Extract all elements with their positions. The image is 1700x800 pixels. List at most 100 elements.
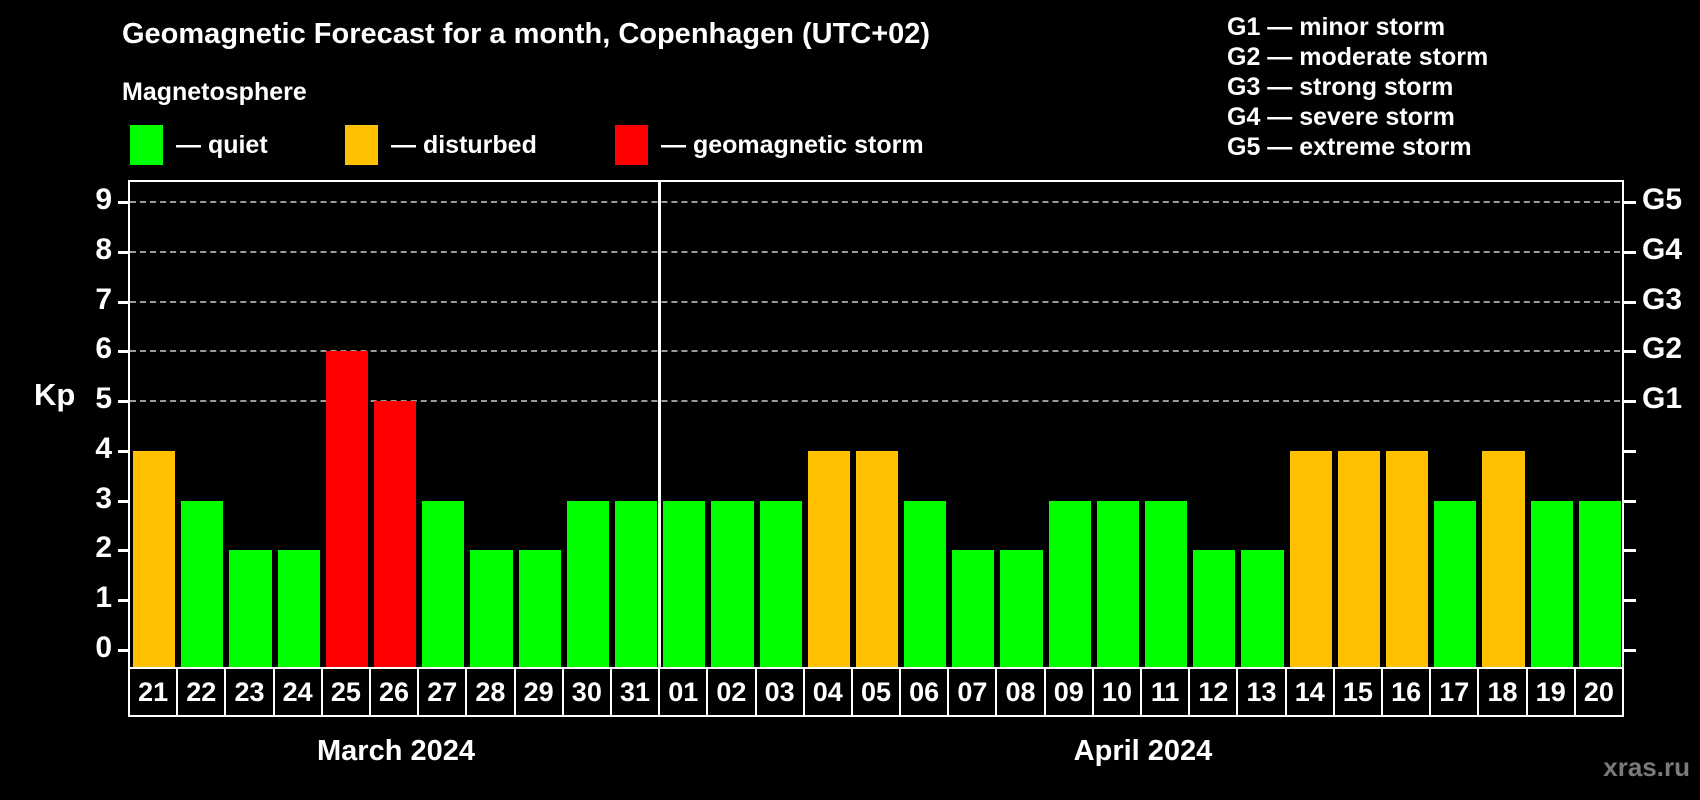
kp-bar <box>614 500 658 667</box>
date-cell: 20 <box>1573 667 1624 717</box>
g-level-label: G1 <box>1642 382 1683 416</box>
kp-bar <box>470 550 513 667</box>
g-legend-row: G1 — minor storm <box>1227 13 1446 41</box>
g-level-label: G3 <box>1642 282 1683 316</box>
legend-label: — quiet <box>176 130 268 159</box>
date-cell: 04 <box>802 667 853 717</box>
right-tick <box>1624 449 1636 453</box>
kp-bar <box>904 500 947 667</box>
gridline-kp6 <box>130 350 1620 353</box>
date-cell: 03 <box>754 667 805 717</box>
y-tick-label: 1 <box>95 581 112 615</box>
g-legend-row: G2 — moderate storm <box>1227 43 1489 71</box>
y-axis-label: Kp <box>34 377 76 412</box>
right-tick <box>1624 549 1636 553</box>
date-cell: 27 <box>417 667 468 717</box>
kp-bar <box>1386 450 1429 667</box>
kp-bar <box>1241 550 1284 667</box>
gridline-kp8 <box>130 250 1620 253</box>
left-tick <box>118 250 130 254</box>
chart-subtitle: Magnetosphere <box>122 78 307 106</box>
right-tick <box>1624 400 1636 404</box>
legend-item-quiet: — quiet <box>130 124 268 166</box>
date-cell: 24 <box>272 667 323 717</box>
kp-bar <box>518 550 561 667</box>
disturbed-color-swatch <box>345 125 378 165</box>
date-cell: 19 <box>1525 667 1576 717</box>
kp-bar <box>1096 500 1140 667</box>
date-cell: 23 <box>224 667 275 717</box>
date-cell: 30 <box>561 667 612 717</box>
kp-bar <box>1048 500 1091 667</box>
y-tick-label: 4 <box>95 431 112 465</box>
legend-item-disturbed: — disturbed <box>345 124 537 166</box>
plot-area <box>128 180 1624 667</box>
date-cell: 22 <box>176 667 227 717</box>
kp-bar <box>759 500 802 667</box>
right-tick <box>1624 350 1636 354</box>
kp-bar <box>325 351 368 667</box>
kp-bar <box>1434 500 1477 667</box>
date-cell: 02 <box>706 667 757 717</box>
date-cell: 09 <box>1043 667 1094 717</box>
g-scale-legend: G1 — minor storm G2 — moderate storm G3 … <box>1227 12 1488 162</box>
date-cell: 29 <box>513 667 564 717</box>
right-tick <box>1624 250 1636 254</box>
g-level-label: G4 <box>1642 232 1683 266</box>
legend-label: — geomagnetic storm <box>661 130 924 159</box>
kp-bar <box>1482 450 1525 667</box>
date-cell: 28 <box>465 667 516 717</box>
date-cell: 26 <box>368 667 420 717</box>
kp-bar <box>711 500 754 667</box>
kp-bar <box>1337 450 1381 667</box>
date-cell: 14 <box>1284 667 1335 717</box>
right-tick <box>1624 599 1636 603</box>
y-tick-label: 0 <box>95 631 112 664</box>
kp-bar <box>133 450 176 667</box>
y-tick-label: 8 <box>95 232 112 266</box>
month-boundary-line <box>658 182 662 667</box>
date-cell: 25 <box>320 667 371 717</box>
gridline-kp9 <box>130 200 1620 203</box>
kp-bar <box>952 550 995 667</box>
y-tick-label: 5 <box>95 382 112 416</box>
kp-bar <box>807 450 850 667</box>
gridline-kp5 <box>130 400 1620 403</box>
date-axis-row: 21 22 23 24 25 26 27 28 29 30 31 01 02 03 04 05 06 07 08 09… <box>128 667 1624 717</box>
left-tick <box>118 649 130 652</box>
date-cell: 13 <box>1236 667 1287 717</box>
kp-bar <box>1578 500 1621 667</box>
date-cell: 31 <box>609 667 661 717</box>
kp-bar <box>1000 550 1043 667</box>
kp-bar <box>422 500 465 667</box>
kp-bar <box>566 500 609 667</box>
left-tick <box>118 549 130 553</box>
left-tick <box>118 599 130 603</box>
chart-title: Geomagnetic Forecast for a month, Copenh… <box>122 18 931 50</box>
kp-bar <box>1530 500 1573 667</box>
g-legend-row: G5 — extreme storm <box>1227 133 1472 161</box>
kp-bar <box>181 500 224 667</box>
kp-bar <box>373 401 417 667</box>
date-cell: 05 <box>850 667 902 717</box>
g-level-label: G5 <box>1642 182 1683 216</box>
storm-color-swatch <box>615 125 648 165</box>
legend-label: — disturbed <box>391 130 537 159</box>
date-cell: 06 <box>899 667 950 717</box>
right-tick <box>1624 300 1636 304</box>
date-cell: 18 <box>1477 667 1528 717</box>
kp-bar <box>277 550 320 667</box>
g-legend-row: G3 — strong storm <box>1227 73 1454 101</box>
gridline-kp7 <box>130 300 1620 303</box>
kp-bar <box>855 450 899 667</box>
kp-bar <box>229 550 272 667</box>
date-cell: 12 <box>1188 667 1239 717</box>
y-tick-label: 6 <box>95 332 112 366</box>
right-tick <box>1624 649 1636 652</box>
kp-bar <box>1145 500 1188 667</box>
y-tick-label: 7 <box>95 282 112 316</box>
y-tick-label: 2 <box>95 531 112 565</box>
g-level-label: G2 <box>1642 332 1683 366</box>
date-cell: 10 <box>1091 667 1143 717</box>
